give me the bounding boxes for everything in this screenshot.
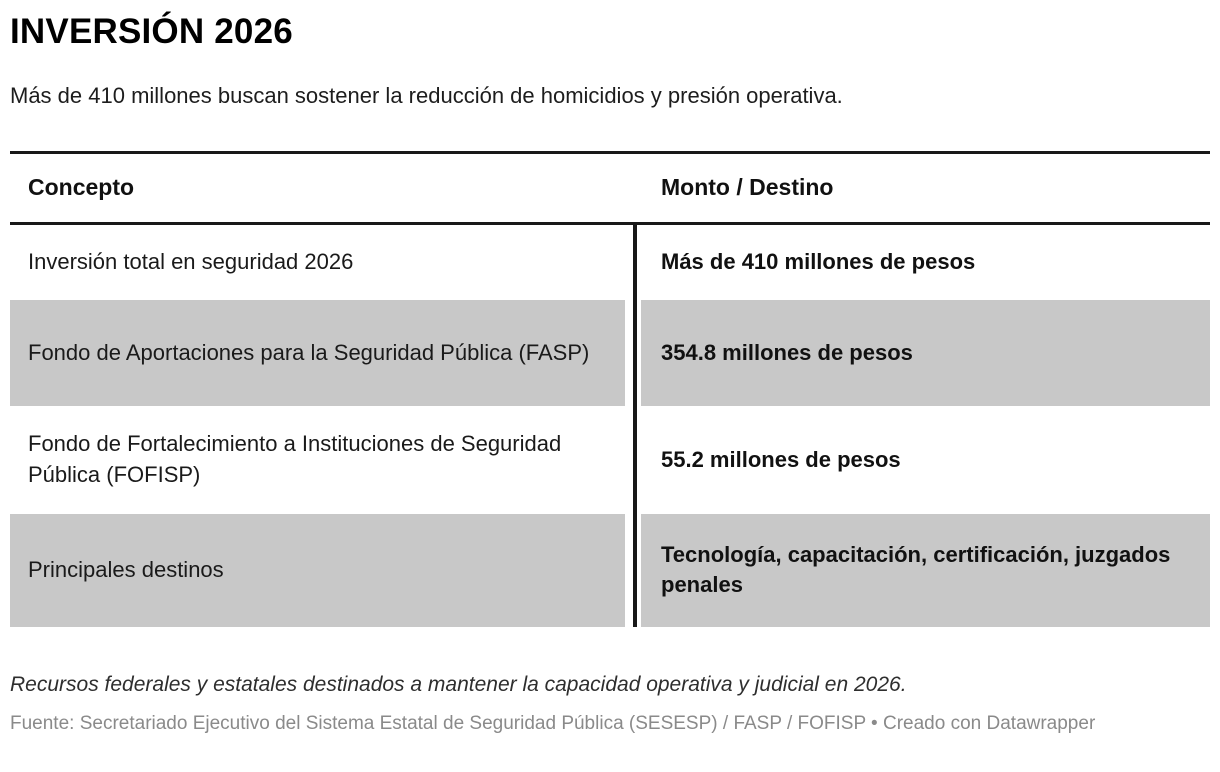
table-header-row: Concepto Monto / Destino xyxy=(10,154,1210,222)
cell-monto: Tecnología, capacitación, certificación,… xyxy=(633,540,1210,601)
cell-concepto-text: Fondo de Aportaciones para la Seguridad … xyxy=(28,339,590,365)
cell-monto-text: Tecnología, capacitación, certificación,… xyxy=(661,541,1171,598)
column-header-concepto: Concepto xyxy=(28,174,135,201)
footer-note: Recursos federales y estatales destinado… xyxy=(10,672,907,696)
source-line: Fuente: Secretariado Ejecutivo del Siste… xyxy=(10,713,1096,735)
header-bottom-rule xyxy=(10,221,1210,225)
column-divider xyxy=(633,224,637,627)
cell-monto-text: 354.8 millones de pesos xyxy=(661,339,913,365)
table-row: Principales destinos Tecnología, capacit… xyxy=(10,513,1210,627)
table-top-rule xyxy=(10,150,1210,154)
table-body: Inversión total en seguridad 2026 Más de… xyxy=(10,224,1210,627)
cell-concepto: Principales destinos xyxy=(10,555,633,585)
cell-concepto: Inversión total en seguridad 2026 xyxy=(10,247,633,277)
cell-monto: 354.8 millones de pesos xyxy=(633,338,1210,368)
page-subtitle: Más de 410 millones buscan sostener la r… xyxy=(10,83,843,109)
cell-concepto-text: Inversión total en seguridad 2026 xyxy=(28,249,354,275)
cell-monto-text: 55.2 millones de pesos xyxy=(661,446,901,472)
cell-concepto-text: Principales destinos xyxy=(28,557,224,583)
page-title: INVERSIÓN 2026 xyxy=(10,12,293,51)
table-row: Fondo de Fortalecimiento a Instituciones… xyxy=(10,406,1210,514)
table-row: Fondo de Aportaciones para la Seguridad … xyxy=(10,299,1210,406)
cell-monto: Más de 410 millones de pesos xyxy=(633,247,1210,277)
cell-monto-text: Más de 410 millones de pesos xyxy=(661,249,976,275)
column-header-monto: Monto / Destino xyxy=(661,174,834,201)
cell-concepto-text: Fondo de Fortalecimiento a Instituciones… xyxy=(28,431,562,487)
cell-concepto: Fondo de Fortalecimiento a Instituciones… xyxy=(10,429,633,490)
data-table: Concepto Monto / Destino Inversión total… xyxy=(10,150,1210,627)
table-row: Inversión total en seguridad 2026 Más de… xyxy=(10,225,1210,300)
cell-concepto: Fondo de Aportaciones para la Seguridad … xyxy=(10,338,633,368)
cell-monto: 55.2 millones de pesos xyxy=(633,445,1210,475)
